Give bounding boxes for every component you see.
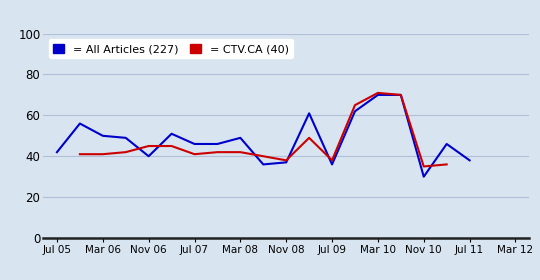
Legend: = All Articles (227), = CTV.CA (40): = All Articles (227), = CTV.CA (40): [49, 39, 293, 59]
